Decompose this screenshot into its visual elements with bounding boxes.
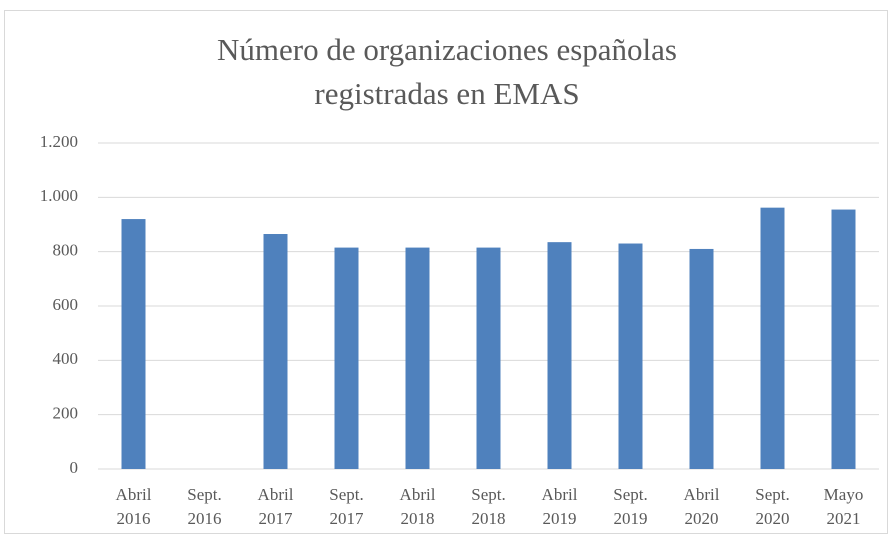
x-tick-label: Sept. 2019 xyxy=(613,485,648,528)
x-tick-label: Sept. 2018 xyxy=(471,485,506,528)
y-tick-label: 200 xyxy=(53,404,79,423)
x-tick-label: Abril 2016 xyxy=(115,485,152,528)
x-tick-label: Sept. 2020 xyxy=(755,485,790,528)
y-tick-label: 400 xyxy=(53,349,79,368)
y-tick-label: 600 xyxy=(53,295,79,314)
x-tick-label: Abril 2017 xyxy=(257,485,294,528)
bar xyxy=(760,207,785,469)
bar xyxy=(263,234,288,469)
bar xyxy=(476,247,501,469)
x-tick-label: Mayo 2021 xyxy=(823,485,864,528)
x-tick-label: Sept. 2016 xyxy=(187,485,222,528)
bar xyxy=(334,247,359,469)
chart-title: Número de organizaciones españolas regis… xyxy=(217,32,677,111)
bar xyxy=(618,243,643,469)
bar xyxy=(405,247,430,469)
y-tick-label: 800 xyxy=(53,241,79,260)
y-tick-label: 1.000 xyxy=(40,186,78,205)
x-tick-label: Sept. 2017 xyxy=(329,485,364,528)
y-tick-label: 0 xyxy=(70,458,79,477)
x-tick-label: Abril 2019 xyxy=(541,485,578,528)
bar xyxy=(547,242,572,469)
chart-frame xyxy=(4,10,888,534)
bar xyxy=(121,219,146,469)
bar xyxy=(831,209,856,469)
x-tick-label: Abril 2018 xyxy=(399,485,436,528)
y-tick-label: 1.200 xyxy=(40,132,78,151)
x-tick-label: Abril 2020 xyxy=(683,485,720,528)
bar xyxy=(689,248,714,469)
